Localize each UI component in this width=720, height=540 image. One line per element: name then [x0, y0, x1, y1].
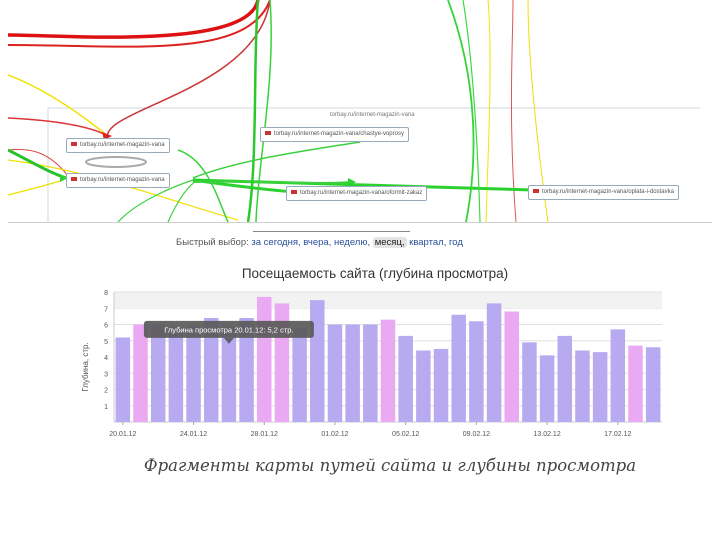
bar	[345, 324, 360, 422]
y-tick-label: 8	[104, 290, 108, 297]
quick-select-week[interactable]: неделю,	[333, 237, 371, 248]
page-depth-chart: 1 2 3 4 5 6 7 8 Глубина, стр. 20.01.12 24.01.12 28.…	[81, 290, 662, 438]
map-node-label: torbay.ru/internet-magazin-vana/chastye-…	[274, 131, 404, 137]
x-tick-label: 17.02.12	[604, 431, 631, 438]
quick-select: Быстрый выбор: за сегодня, вчера, неделю…	[176, 237, 463, 248]
y-tick-label: 5	[104, 339, 108, 346]
map-node-label: torbay.ru/internet-magazin-vana/oplata-i…	[542, 189, 674, 195]
bar	[292, 327, 307, 422]
bar	[310, 300, 325, 422]
tooltip-box	[143, 320, 314, 338]
bar	[203, 318, 219, 422]
bar	[486, 303, 502, 422]
quick-select-quarter[interactable]: квартал,	[409, 237, 447, 248]
bar	[150, 324, 166, 422]
y-tick-label: 4	[104, 355, 108, 362]
bar	[115, 337, 131, 422]
tooltip-text: Глубина просмотра 20.01.12: 5,2 стр.	[164, 325, 293, 334]
plot-band	[114, 292, 662, 309]
caption: Фрагменты карты путей сайта и глубины пр…	[143, 456, 637, 475]
quick-select-year[interactable]: год	[448, 237, 463, 248]
y-tick-label: 7	[104, 306, 108, 313]
map-node-label: torbay.ru/internet-magazin-vana	[80, 142, 165, 148]
bar	[257, 296, 272, 422]
bar	[168, 326, 184, 422]
bar	[221, 326, 237, 422]
y-tick-label: 1	[104, 404, 108, 411]
bar	[186, 326, 201, 422]
x-tick-label: 28.01.12	[251, 431, 278, 438]
map-node[interactable]: torbay.ru/internet-magazin-vana/chastye-…	[260, 127, 409, 142]
bar	[628, 345, 643, 422]
map-node[interactable]: torbay.ru/internet-magazin-vana/oformit-…	[286, 186, 428, 201]
bar	[451, 314, 466, 422]
map-node[interactable]: torbay.ru/internet-magazin-vana	[66, 173, 170, 188]
x-tick-label: 20.01.12	[109, 431, 136, 438]
y-tick-label: 3	[104, 371, 108, 378]
x-tick-label: 13.02.12	[533, 431, 560, 438]
bar	[557, 335, 573, 422]
bar	[416, 350, 431, 422]
bar	[398, 335, 413, 422]
y-axis-label: Глубина, стр.	[81, 342, 90, 391]
divider	[253, 231, 410, 232]
bar	[592, 352, 608, 422]
bar	[133, 324, 148, 422]
bar	[327, 324, 343, 422]
x-tick-label: 09.02.12	[463, 431, 490, 438]
map-header-url: torbay.ru/internet-magazin-vana	[330, 112, 415, 118]
bar	[469, 321, 484, 422]
tooltip-pointer	[223, 337, 234, 344]
bar	[645, 347, 661, 422]
site-paths-map[interactable]: torbay.ru/internet-magazin-vana torbay.r…	[8, 0, 712, 223]
bar	[433, 348, 449, 422]
bar	[575, 350, 590, 422]
y-tick-label: 2	[104, 388, 108, 395]
map-node[interactable]: torbay.ru/internet-magazin-vana	[66, 138, 170, 153]
map-node-label: torbay.ru/internet-magazin-vana	[80, 177, 165, 183]
map-node[interactable]: torbay.ru/internet-magazin-vana/oplata-i…	[528, 185, 679, 200]
quick-select-month[interactable]: месяц,	[372, 237, 407, 248]
bar	[363, 324, 378, 422]
quick-select-label: Быстрый выбор:	[176, 237, 249, 248]
bar	[539, 355, 555, 422]
x-tick-label: 01.02.12	[321, 431, 348, 438]
map-node-label: torbay.ru/internet-magazin-vana/oformit-…	[300, 190, 423, 196]
bar	[380, 319, 396, 422]
bar	[239, 318, 254, 422]
x-tick-label: 05.02.12	[392, 431, 419, 438]
x-tick-label: 24.01.12	[180, 431, 207, 438]
bar	[610, 329, 626, 422]
quick-select-yesterday[interactable]: вчера,	[303, 237, 332, 248]
chart-title: Посещаемость сайта (глубина просмотра)	[241, 266, 509, 281]
quick-select-today[interactable]: за сегодня,	[251, 237, 301, 248]
bar	[522, 342, 537, 422]
bar	[504, 311, 519, 422]
y-tick-label: 6	[104, 323, 108, 330]
